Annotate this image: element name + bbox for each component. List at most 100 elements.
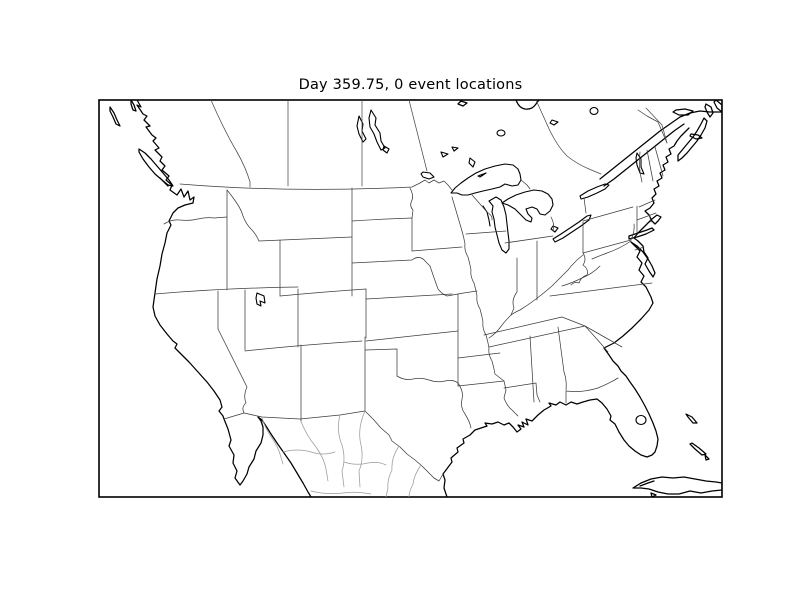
mi-south-border xyxy=(504,235,554,244)
ms-la-border xyxy=(503,382,541,403)
42n-border xyxy=(154,286,299,295)
red-river-north xyxy=(409,187,414,219)
mx-border-7 xyxy=(282,449,336,455)
st-lawrence-north-bank xyxy=(599,110,722,180)
nc-sc-border xyxy=(584,325,623,348)
tn-south-border xyxy=(488,325,586,348)
ks-ok-border xyxy=(365,330,459,342)
pacific-coastline xyxy=(136,100,312,497)
st-lawrence-south-bank xyxy=(603,123,685,187)
nd-sd-border xyxy=(351,217,413,222)
al-ga-border xyxy=(557,326,567,391)
missouri-river-border xyxy=(429,265,478,297)
map-frame xyxy=(98,99,723,498)
vt-nh-border xyxy=(646,149,654,182)
haida-gwaii-islands xyxy=(109,100,137,127)
lake-of-the-woods xyxy=(420,171,435,180)
ne-ks-border xyxy=(365,293,453,300)
st-croix-border xyxy=(451,196,463,232)
hudson-islet xyxy=(457,100,468,107)
ky-va-border xyxy=(561,265,601,287)
nova-scotia xyxy=(677,117,708,162)
ar-mo-border xyxy=(457,352,501,359)
ohio-river xyxy=(488,254,584,339)
ga-sc-border xyxy=(584,325,609,353)
on-qc-border xyxy=(535,100,602,175)
nh-me-border xyxy=(654,146,664,177)
mn-ia-border xyxy=(411,246,463,252)
ny-vt-border xyxy=(638,151,643,183)
round-lake-island xyxy=(589,106,599,116)
mx-border-2 xyxy=(299,418,329,482)
pa-south-border xyxy=(582,239,632,254)
ar-la-border xyxy=(457,380,505,387)
mexico-borders-layer xyxy=(261,410,422,497)
tn-nc-border xyxy=(561,316,586,327)
lake-okeechobee xyxy=(635,415,647,425)
ma-nh-border xyxy=(638,199,656,208)
lake-erie xyxy=(552,214,592,243)
mx-border-6 xyxy=(408,464,422,497)
wi-mi-border xyxy=(471,194,493,221)
mb-on-border xyxy=(408,100,428,172)
california-nevada-border xyxy=(217,290,248,414)
lake-nipigon xyxy=(468,157,476,168)
state-borders-layer xyxy=(154,109,668,482)
me-qc-border xyxy=(637,109,668,144)
bc-ab-border xyxy=(210,100,251,188)
tx-nm-border xyxy=(364,336,398,412)
james-bay xyxy=(515,100,540,110)
mx-border-4 xyxy=(358,410,366,488)
ky-tn-border xyxy=(483,316,563,336)
sault-channel xyxy=(520,179,531,190)
detroit-river xyxy=(550,216,555,232)
bahamas-islands xyxy=(685,413,710,461)
fl-north-border xyxy=(565,377,619,404)
lake-st-clair xyxy=(550,225,559,233)
lake-huron xyxy=(501,189,554,223)
mx-border-8 xyxy=(343,461,387,466)
il-in-border xyxy=(510,257,518,316)
37n-border xyxy=(244,340,363,352)
isla-juventud xyxy=(650,492,657,497)
canada-borders-layer xyxy=(210,100,668,188)
mississippi-river xyxy=(461,230,519,417)
delaware-river-border xyxy=(630,223,635,241)
vancouver-island xyxy=(138,148,174,187)
cuba xyxy=(632,476,722,495)
prince-edward-island xyxy=(689,133,703,140)
ms-al-border xyxy=(529,335,535,403)
newfoundland-corner xyxy=(713,100,722,113)
columbia-river-border xyxy=(163,216,228,225)
us-mexico-border xyxy=(223,410,444,482)
great-salt-lake xyxy=(255,292,266,307)
va-nc-border xyxy=(549,282,653,297)
niagara-river xyxy=(583,197,587,214)
cape-breton-island xyxy=(704,103,714,118)
tx-la-border xyxy=(457,382,472,429)
anticosti-island xyxy=(672,108,694,116)
mx-border-3 xyxy=(338,414,345,488)
41n-border xyxy=(279,288,367,297)
wv-va-squiggle xyxy=(570,252,588,286)
wi-il-border xyxy=(465,230,507,235)
mx-border-1 xyxy=(261,417,284,465)
sd-ne-border xyxy=(351,257,431,267)
mx-border-9 xyxy=(310,490,372,495)
lake-winnipegosis xyxy=(356,115,367,143)
plot-title: Day 359.75, 0 event locations xyxy=(298,77,523,93)
lake-manitoba xyxy=(382,145,390,154)
lake-ontario xyxy=(579,183,610,200)
ma-south-border xyxy=(636,212,657,221)
idaho-montana-border xyxy=(226,189,260,242)
ct-ri-border xyxy=(648,213,652,223)
potomac-border xyxy=(591,240,632,260)
lakes-layer xyxy=(255,106,647,425)
lake-michigan xyxy=(482,196,510,254)
mx-border-5 xyxy=(385,445,400,497)
lake-champlain xyxy=(635,152,645,175)
montana-wyoming-border xyxy=(258,236,353,242)
ontario-small-lakes xyxy=(440,119,559,158)
pa-north-border xyxy=(582,206,634,222)
